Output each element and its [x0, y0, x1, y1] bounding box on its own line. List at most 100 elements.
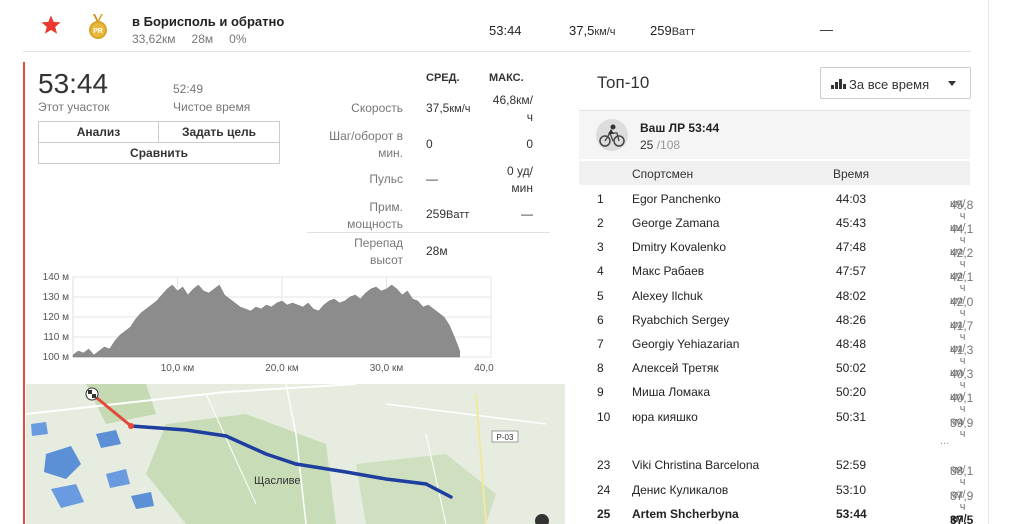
cyclist-avatar-icon[interactable] [596, 119, 628, 151]
leaderboard-row[interactable]: 7 Georgiy Yehiazarian 48:48 41,3 км/ч [597, 337, 974, 367]
row-time[interactable]: 50:31 [836, 410, 867, 424]
leaderboard-row[interactable]: 6 Ryabchich Sergey 48:26 41,7 км/ч [597, 313, 974, 343]
row-athlete-name[interactable]: George Zamana [632, 216, 720, 230]
road-label-box [491, 430, 519, 443]
stats-divider [307, 232, 550, 233]
compare-button[interactable]: Сравнить [38, 142, 280, 164]
stat-max-power: — [521, 207, 533, 221]
row-rank: 4 [597, 264, 604, 278]
row-time[interactable]: 48:26 [836, 313, 867, 327]
row-time[interactable]: 48:02 [836, 289, 867, 303]
row-athlete-name[interactable]: Georgiy Yehiazarian [632, 337, 740, 351]
row-time[interactable]: 50:20 [836, 385, 867, 399]
panel-border [988, 0, 989, 524]
elevation-chart[interactable]: 100 м 110 м 120 м 130 м 140 м 10,0 км 20,0 км… [23, 264, 495, 382]
route-start-marker [128, 423, 134, 429]
row-time[interactable]: 52:59 [836, 458, 867, 472]
row-athlete-name[interactable]: Ryabchich Sergey [632, 313, 730, 327]
leaderboard-row[interactable]: 9 Миша Ломака 50:20 40,1 км/ч [597, 385, 974, 415]
segment-name[interactable]: в Борисполь и обратно [132, 14, 285, 29]
row-time[interactable]: 47:48 [836, 240, 867, 254]
leaderboard-row[interactable]: 4 Макс Рабаев 47:57 42,1 км/ч [597, 264, 974, 294]
stat-label-elevation: Перепад высот [354, 236, 403, 267]
segment-grade: 0% [229, 32, 247, 46]
stat-avg-elevation: 28м [426, 244, 448, 258]
leaderboard-row[interactable]: 10 юра кияшко 50:31 39,9 км/ч [597, 410, 974, 440]
x-tick-label: 40,0 км [474, 363, 495, 374]
road-label: Р-03 [497, 433, 514, 442]
your-pr: Ваш ЛР 53:44 [640, 121, 720, 135]
row-athlete-name[interactable]: Viki Christina Barcelona [632, 458, 760, 472]
route-line [129, 424, 453, 499]
stat-max-cadence: 0 [526, 137, 533, 151]
map-canvas[interactable]: Р-03 Щасливе [26, 384, 565, 524]
leaderboard-ellipsis: ... [940, 435, 950, 447]
leaderboard-row[interactable]: 3 Dmitry Kovalenko 47:48 42,2 км/ч [597, 240, 974, 270]
y-tick-label: 120 м [43, 312, 69, 323]
segment-power: 259Ватт [650, 23, 695, 38]
row-time[interactable]: 44:03 [836, 192, 867, 206]
segment-elevation: 28м [191, 32, 214, 46]
time-range-select[interactable]: За все время [820, 67, 971, 99]
segment-speed: 37,5км/ч [569, 23, 616, 38]
row-athlete-name[interactable]: Egor Panchenko [632, 192, 721, 206]
stat-label-power: Прим. мощность [347, 200, 403, 231]
stats-col-max: МАКС. [489, 72, 524, 84]
effort-time-label: Этот участок [38, 100, 110, 114]
stat-avg-speed: 37,5км/ч [426, 101, 471, 115]
row-athlete-name[interactable]: Миша Ломака [632, 385, 710, 399]
leaderboard-row[interactable]: 5 Alexey Ilchuk 48:02 42,0 км/ч [597, 289, 974, 319]
row-rank: 5 [597, 289, 604, 303]
row-rank: 9 [597, 385, 604, 399]
row-time[interactable]: 48:48 [836, 337, 867, 351]
y-tick-label: 130 м [43, 292, 69, 303]
row-time[interactable]: 45:43 [836, 216, 867, 230]
row-time[interactable]: 53:44 [836, 507, 867, 521]
analysis-button[interactable]: Анализ [38, 121, 159, 143]
row-athlete-name[interactable]: Денис Куликалов [632, 483, 729, 497]
stat-max-speed: 46,8км/ч [492, 93, 533, 124]
leaderboard-row[interactable]: 24 Денис Куликалов 53:10 37,9 км/ч [597, 483, 974, 513]
row-rank: 25 [597, 507, 611, 521]
row-time[interactable]: 47:57 [836, 264, 867, 278]
your-rank: 25 /108 [640, 138, 681, 152]
row-athlete-name[interactable]: Alexey Ilchuk [632, 289, 703, 303]
elevation-y-axis: 100 м 110 м 120 м 130 м 140 м [43, 272, 69, 363]
row-rank: 6 [597, 313, 604, 327]
chevron-down-icon [948, 81, 956, 86]
y-tick-label: 100 м [43, 352, 69, 363]
row-rank: 24 [597, 483, 611, 497]
y-tick-label: 140 м [43, 272, 69, 283]
row-athlete-name[interactable]: Dmitry Kovalenko [632, 240, 727, 254]
leaderboard-row[interactable]: 1 Egor Panchenko 44:03 45,8 км/ч [597, 192, 974, 222]
town-label: Щасливе [254, 475, 300, 487]
row-athlete-name[interactable]: Artem Shcherbyna [632, 507, 739, 521]
segment-row[interactable] [23, 0, 971, 52]
leaderboard-row[interactable]: 23 Viki Christina Barcelona 52:59 38,1 км/ч [597, 458, 974, 488]
y-tick-label: 110 м [43, 332, 69, 343]
row-rank: 1 [597, 192, 604, 206]
set-goal-button[interactable]: Задать цель [158, 121, 280, 143]
leaderboard-bars-icon [831, 79, 846, 89]
elevation-area [72, 284, 460, 358]
row-athlete-name[interactable]: Макс Рабаев [632, 264, 705, 278]
time-range-label: За все время [849, 77, 930, 92]
star-icon[interactable] [40, 14, 62, 36]
info-icon[interactable] [535, 514, 549, 524]
segment-extra: — [820, 22, 833, 37]
stat-avg-cadence: 0 [426, 137, 433, 151]
moving-time-label: Чистое время [173, 100, 251, 114]
row-rank: 23 [597, 458, 611, 472]
leaderboard-row[interactable]: 2 George Zamana 45:43 44,1 км/ч [597, 216, 974, 246]
elevation-x-axis: 10,0 км 20,0 км 30,0 км 40,0 км [161, 363, 495, 374]
leaderboard-row[interactable]: 8 Алексей Третяк 50:02 40,3 км/ч [597, 361, 974, 391]
stat-avg-heartrate: — [426, 172, 438, 186]
row-time[interactable]: 50:02 [836, 361, 867, 375]
row-rank: 10 [597, 410, 611, 424]
row-athlete-name[interactable]: Алексей Третяк [632, 361, 719, 375]
row-time[interactable]: 53:10 [836, 483, 867, 497]
row-athlete-name[interactable]: юра кияшко [632, 410, 698, 424]
effort-highlight-bar [23, 62, 25, 524]
segment-map[interactable]: Р-03 Щасливе [26, 384, 565, 524]
